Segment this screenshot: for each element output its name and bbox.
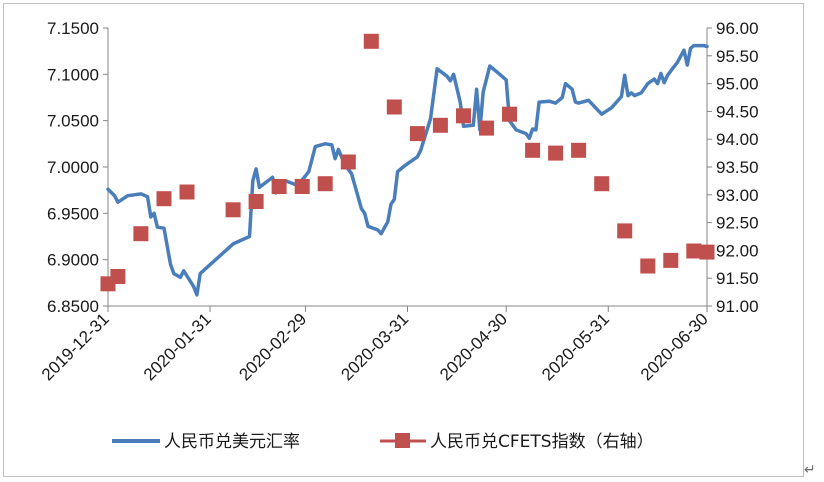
cfets-marker	[271, 179, 287, 194]
x-tick-label: 2019-12-31	[38, 309, 113, 384]
chart-frame	[3, 3, 804, 477]
y-left-tick-label: 6.9500	[47, 204, 99, 223]
usdcny-line	[106, 43, 709, 297]
cfets-marker	[548, 145, 564, 161]
y-left-tick-label: 7.1000	[47, 65, 99, 84]
cfets-marker	[363, 33, 379, 49]
cfets-marker	[386, 99, 402, 115]
y-left-tick-label: 7.1500	[47, 19, 99, 38]
y-left-tick-label: 6.9000	[47, 251, 99, 270]
y-left-tick-label: 7.0000	[47, 158, 99, 177]
y-right-tick-label: 96.00	[716, 19, 759, 38]
y-right-tick-label: 91.50	[716, 269, 759, 288]
y-right-tick-label: 92.50	[716, 214, 759, 233]
y-right-tick-label: 93.50	[716, 158, 759, 177]
return-mark: ↵	[804, 462, 816, 478]
y-right-tick-label: 91.00	[716, 297, 759, 316]
cfets-marker	[617, 223, 633, 239]
x-tick-label: 2020-04-30	[436, 309, 511, 384]
cfets-marker	[432, 117, 448, 133]
y-right-tick-label: 95.50	[716, 47, 759, 66]
legend-label-usdcny: 人民币兑美元汇率	[164, 432, 300, 452]
cfets-marker	[686, 243, 702, 259]
cfets-marker	[502, 106, 517, 122]
cfets-marker	[479, 120, 494, 136]
cfets-marker	[179, 184, 195, 200]
cfets-marker	[699, 244, 715, 260]
cfets-marker	[456, 108, 471, 124]
y-left-tick-label: 6.8500	[47, 297, 99, 316]
cfets-marker	[663, 252, 679, 268]
legend-marker-swatch	[395, 433, 410, 448]
x-tick-label: 2020-01-31	[140, 309, 215, 384]
y-right-tick-label: 95.00	[716, 75, 759, 94]
x-tick-label: 2020-02-29	[235, 309, 310, 384]
y-right-tick-label: 94.00	[716, 130, 759, 149]
cfets-marker	[571, 142, 587, 158]
cfets-marker	[248, 194, 264, 209]
cfets-marker	[594, 176, 610, 192]
x-tick-label: 2020-06-30	[637, 309, 712, 384]
series-cfets-markers	[100, 33, 715, 292]
cfets-marker	[317, 176, 333, 192]
cfets-marker	[133, 226, 149, 242]
y-right-tick-label: 94.50	[716, 102, 759, 121]
cfets-marker	[156, 191, 172, 207]
series-usdcny-line	[106, 43, 709, 297]
cfets-marker	[525, 142, 541, 158]
y-left-tick-label: 7.0500	[47, 112, 99, 131]
cfets-marker	[640, 258, 656, 274]
x-tick-label: 2020-05-31	[538, 309, 613, 384]
cfets-marker	[340, 154, 356, 170]
cfets-marker	[110, 269, 126, 284]
cfets-marker	[294, 179, 310, 194]
cfets-marker	[409, 126, 425, 142]
cfets-marker	[225, 202, 241, 218]
y-right-tick-label: 92.00	[716, 241, 759, 260]
y-right-tick-label: 93.00	[716, 186, 759, 205]
chart-legend: 人民币兑美元汇率 人民币兑CFETS指数（右轴）	[112, 432, 654, 452]
legend-label-cfets: 人民币兑CFETS指数（右轴）	[430, 432, 654, 452]
chart-axes: 7.1500 7.1000 7.0500 7.0000 6.9500 6.9000 6.85…	[38, 19, 759, 384]
x-tick-label: 2020-03-31	[337, 309, 412, 384]
